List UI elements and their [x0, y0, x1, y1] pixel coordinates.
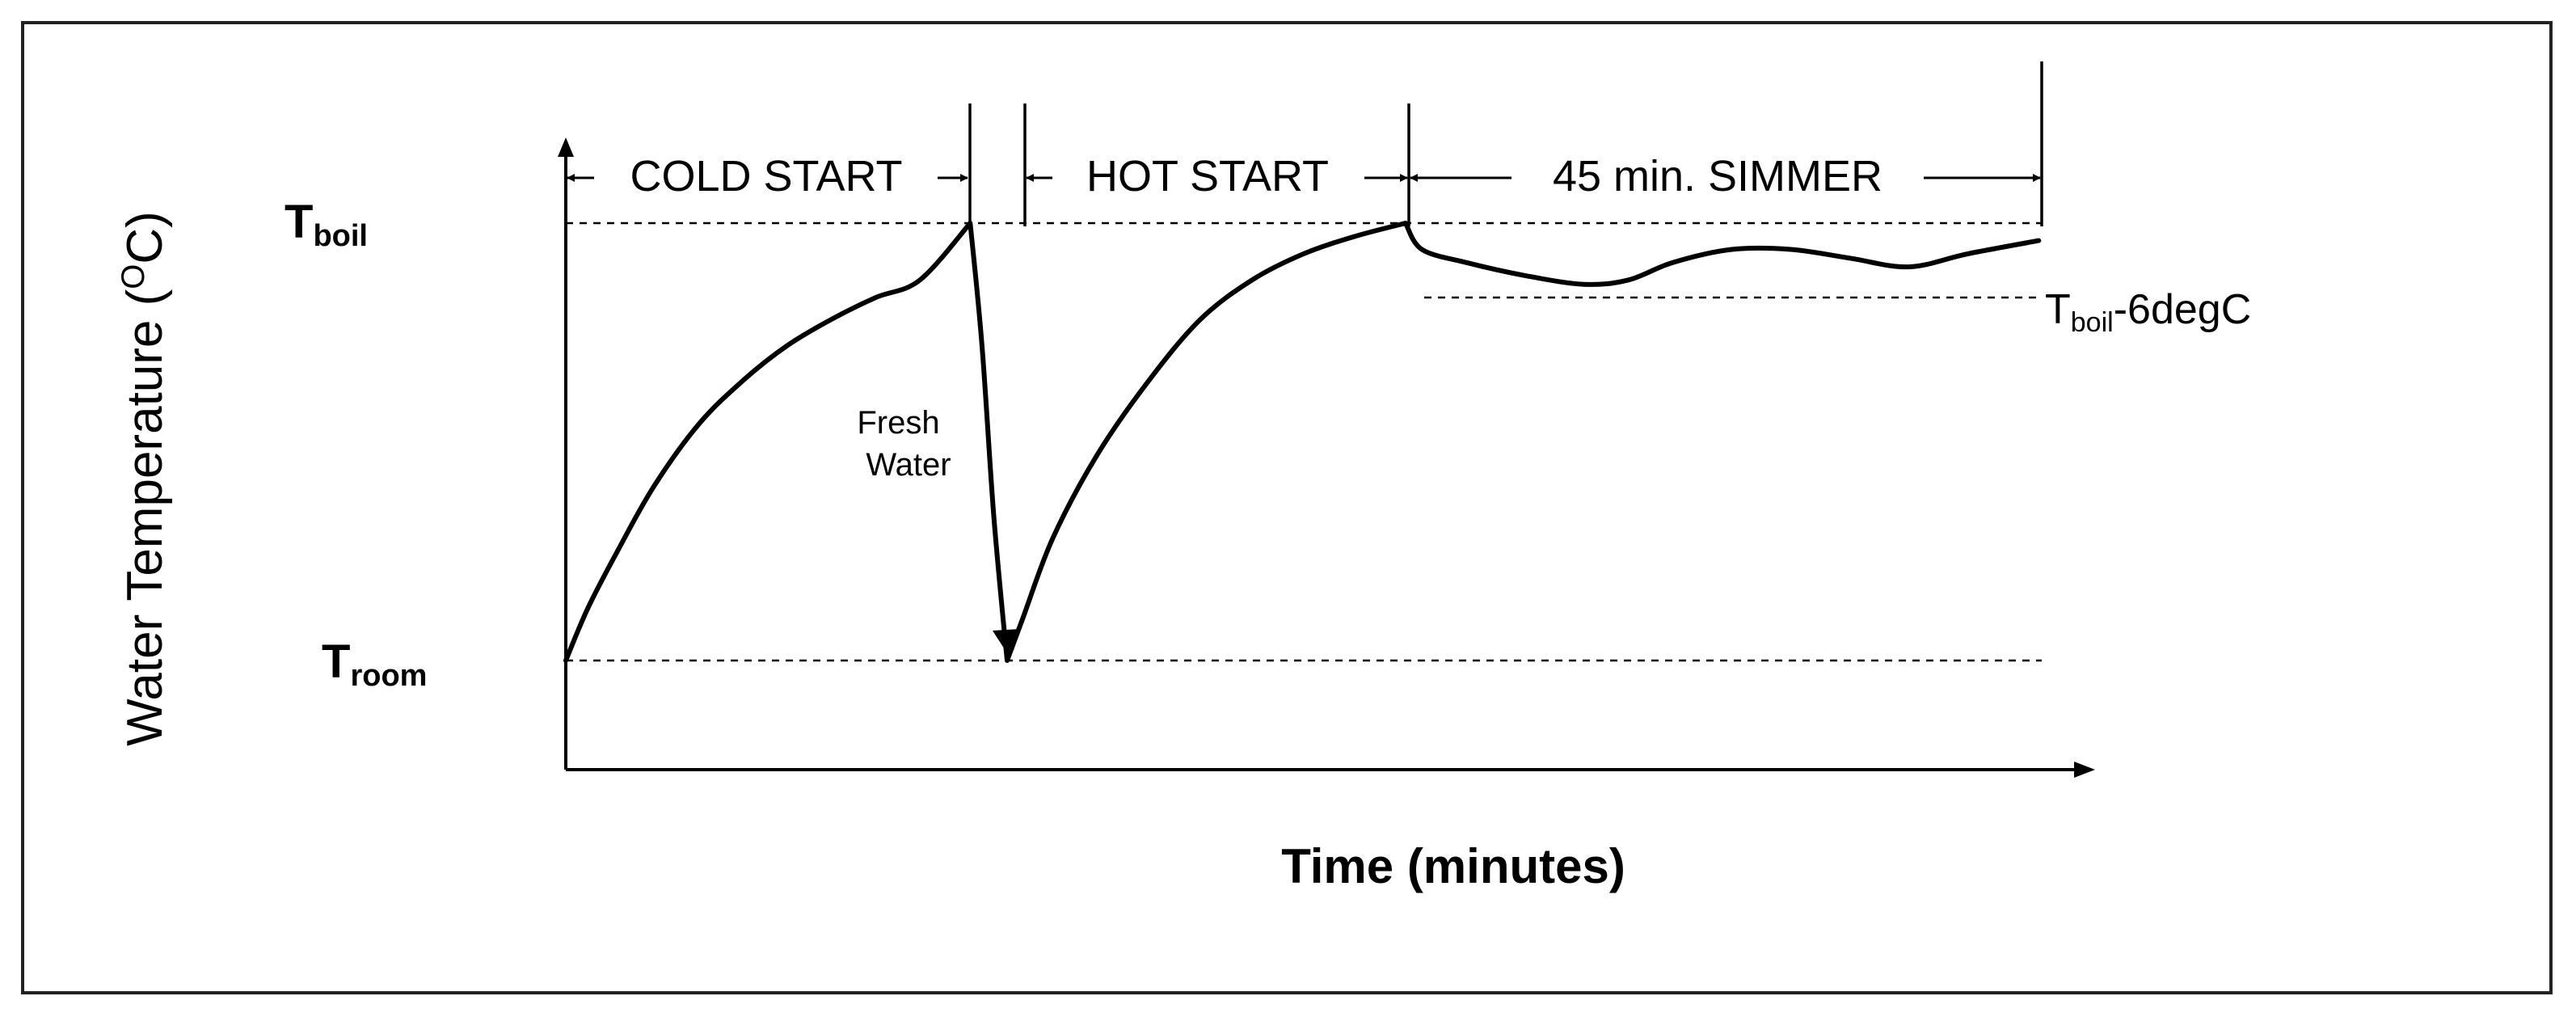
phase-label-hot-start: HOT START	[1086, 152, 1329, 200]
boil-minus-6-suffix: -6degC	[2114, 286, 2252, 333]
x-axis-arrowhead	[2074, 762, 2095, 778]
y-axis-label-tail: C)	[117, 211, 173, 264]
cold-start-span: COLD START	[567, 152, 968, 200]
annotation-line-2: Water	[866, 447, 951, 483]
y-level-label-boil: Tboil	[285, 196, 368, 253]
y-axis-label-superscript: O	[116, 264, 151, 289]
y-level-label-room: Troom	[322, 635, 427, 693]
simmer-span: 45 min. SIMMER	[1410, 152, 2041, 200]
room-subscript: room	[350, 659, 427, 693]
annotation-line-1: Fresh	[857, 405, 939, 441]
fresh-water-arrowhead	[993, 629, 1020, 653]
temperature-series-line	[563, 221, 2042, 663]
boil-minus-6-subscript: boil	[2071, 307, 2114, 338]
phase-label-simmer: 45 min. SIMMER	[1553, 152, 1882, 200]
figure-border	[21, 21, 2553, 994]
boil-subscript: boil	[313, 219, 368, 253]
y-level-label-boil-minus-6: Tboil-6degC	[2045, 286, 2251, 338]
y-axis-label: Water Temperature (OC)	[116, 211, 173, 746]
y-axis-arrowhead	[558, 137, 574, 157]
x-axis-label: Time (minutes)	[1281, 839, 1625, 893]
hot-start-span: HOT START	[1026, 152, 1408, 200]
fresh-water-annotation: Fresh Water	[857, 405, 951, 483]
phase-label-cold-start: COLD START	[630, 152, 902, 200]
